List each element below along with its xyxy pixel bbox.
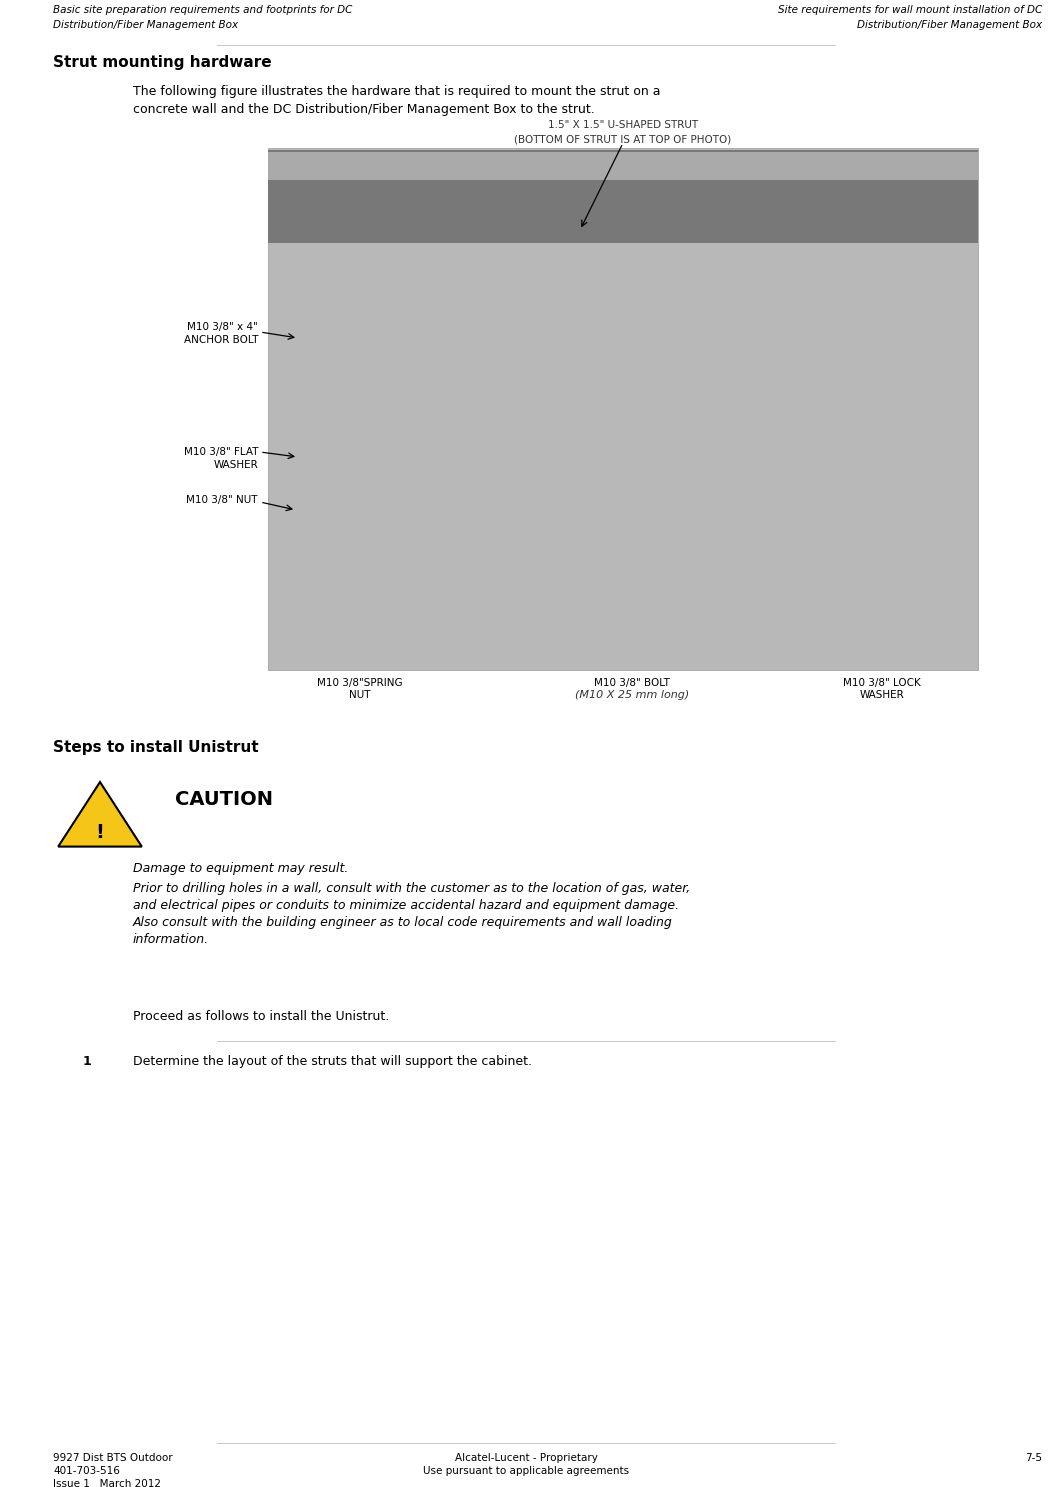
Bar xyxy=(268,152,978,180)
Text: M10 3/8" FLAT: M10 3/8" FLAT xyxy=(183,448,258,457)
Text: 1: 1 xyxy=(83,1054,92,1068)
Text: (M10 X 25 mm long): (M10 X 25 mm long) xyxy=(574,690,689,700)
Text: (BOTTOM OF STRUT IS AT TOP OF PHOTO): (BOTTOM OF STRUT IS AT TOP OF PHOTO) xyxy=(514,134,731,144)
Text: 7-5: 7-5 xyxy=(1025,1453,1041,1463)
Text: Distribution/Fiber Management Box: Distribution/Fiber Management Box xyxy=(857,19,1041,30)
Text: M10 3/8" LOCK: M10 3/8" LOCK xyxy=(843,678,920,688)
Text: Prior to drilling holes in a wall, consult with the customer as to the location : Prior to drilling holes in a wall, consu… xyxy=(133,882,690,895)
Text: and electrical pipes or conduits to minimize accidental hazard and equipment dam: and electrical pipes or conduits to mini… xyxy=(133,900,680,912)
Text: Steps to install Unistrut: Steps to install Unistrut xyxy=(53,741,259,755)
Text: Alcatel-Lucent - Proprietary: Alcatel-Lucent - Proprietary xyxy=(454,1453,598,1463)
Text: !: ! xyxy=(96,822,104,842)
Text: WASHER: WASHER xyxy=(859,690,905,700)
Bar xyxy=(268,149,978,671)
Text: Determine the layout of the struts that will support the cabinet.: Determine the layout of the struts that … xyxy=(133,1054,532,1068)
Text: Basic site preparation requirements and footprints for DC: Basic site preparation requirements and … xyxy=(53,4,352,15)
Text: ANCHOR BOLT: ANCHOR BOLT xyxy=(183,335,258,345)
Text: Use pursuant to applicable agreements: Use pursuant to applicable agreements xyxy=(423,1466,629,1477)
Text: CAUTION: CAUTION xyxy=(175,790,274,809)
Text: NUT: NUT xyxy=(349,690,370,700)
Text: Strut mounting hardware: Strut mounting hardware xyxy=(53,55,271,70)
Text: M10 3/8"SPRING: M10 3/8"SPRING xyxy=(318,678,403,688)
Text: M10 3/8" x 4": M10 3/8" x 4" xyxy=(187,323,258,332)
Text: WASHER: WASHER xyxy=(214,459,258,470)
Text: 1.5" X 1.5" U-SHAPED STRUT: 1.5" X 1.5" U-SHAPED STRUT xyxy=(548,120,699,129)
Text: 9927 Dist BTS Outdoor: 9927 Dist BTS Outdoor xyxy=(53,1453,173,1463)
Text: concrete wall and the DC Distribution/Fiber Management Box to the strut.: concrete wall and the DC Distribution/Fi… xyxy=(133,103,594,116)
Text: Also consult with the building engineer as to local code requirements and wall l: Also consult with the building engineer … xyxy=(133,916,672,929)
Text: ................................................................................: ........................................… xyxy=(216,1038,836,1042)
Text: Distribution/Fiber Management Box: Distribution/Fiber Management Box xyxy=(53,19,238,30)
Text: The following figure illustrates the hardware that is required to mount the stru: The following figure illustrates the har… xyxy=(133,85,661,98)
Text: M10 3/8" NUT: M10 3/8" NUT xyxy=(186,495,258,506)
Text: 401-703-516: 401-703-516 xyxy=(53,1466,120,1477)
Text: Proceed as follows to install the Unistrut.: Proceed as follows to install the Unistr… xyxy=(133,1010,389,1023)
Text: ................................................................................: ........................................… xyxy=(216,1439,836,1445)
Polygon shape xyxy=(58,782,142,846)
Bar xyxy=(268,150,978,242)
Text: Site requirements for wall mount installation of DC: Site requirements for wall mount install… xyxy=(777,4,1041,15)
Text: M10 3/8" BOLT: M10 3/8" BOLT xyxy=(594,678,670,688)
Text: ................................................................................: ........................................… xyxy=(216,42,836,48)
Text: information.: information. xyxy=(133,932,209,946)
Text: Damage to equipment may result.: Damage to equipment may result. xyxy=(133,862,348,874)
Text: Issue 1   March 2012: Issue 1 March 2012 xyxy=(53,1480,161,1487)
